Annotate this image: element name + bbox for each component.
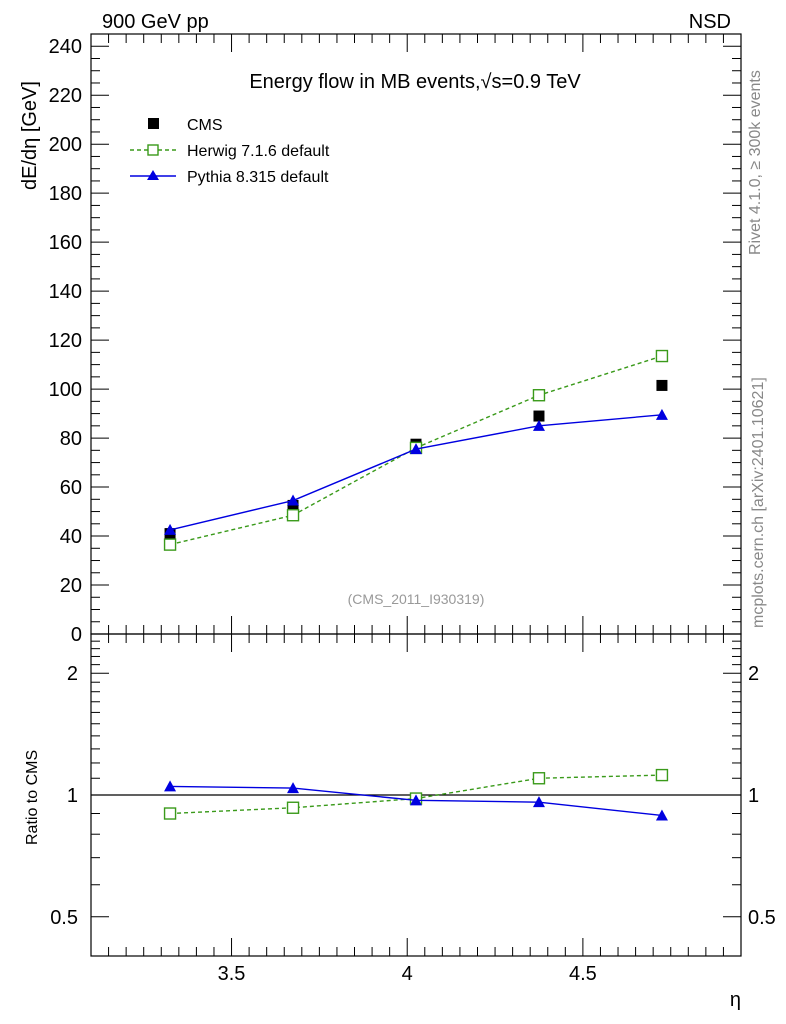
- pythia-ratio-point: [164, 780, 177, 792]
- x-tick-label: 4: [402, 963, 413, 985]
- y-tick-label: 140: [49, 281, 82, 303]
- pythia-point: [532, 419, 545, 431]
- legend-herwig-marker: [147, 144, 159, 156]
- chart-title-rest: s=0.9 TeV: [492, 71, 582, 93]
- y-tick-label: 160: [49, 232, 82, 254]
- chart-title: Energy flow in MB events,√s=0.9 TeV: [249, 71, 581, 93]
- chart-title-main: Energy flow in MB events,: [249, 71, 480, 93]
- y-tick-label: 240: [49, 36, 82, 58]
- ratio-tick-label-right: 0.5: [748, 907, 776, 929]
- rivet-version-text: Rivet 4.1.0, ≥ 300k events: [747, 70, 764, 255]
- ratio-tick-label-left: 2: [67, 663, 78, 685]
- y-tick-label: 180: [49, 183, 82, 205]
- y-tick-label: 220: [49, 85, 82, 107]
- herwig-ratio-point: [286, 801, 300, 814]
- legend: CMS Herwig 7.1.6 default Pythia 8.315 de…: [130, 117, 330, 186]
- x-tick-label: 4.5: [569, 963, 597, 985]
- pythia-line: [169, 414, 663, 531]
- herwig-point: [532, 389, 546, 402]
- pythia-point: [410, 443, 422, 455]
- legend-cms-label: CMS: [187, 117, 223, 134]
- chart-title-sqrt: √: [481, 71, 492, 93]
- y-tick-label: 20: [60, 575, 82, 597]
- y-tick-label: 200: [49, 134, 82, 156]
- y-tick-label: 0: [71, 624, 82, 646]
- y-tick-label: 40: [60, 526, 82, 548]
- ratio-tick-label-right: 1: [748, 785, 759, 807]
- y-tick-label: 120: [49, 330, 82, 352]
- ratio-tick-label-left: 1: [67, 785, 78, 807]
- cms-data-point: [533, 410, 545, 422]
- pythia-point: [287, 494, 300, 506]
- herwig-point: [655, 349, 669, 363]
- pythia-point: [655, 408, 668, 420]
- legend-pythia-label: Pythia 8.315 default: [187, 169, 329, 186]
- analysis-tag: (CMS_2011_I930319): [348, 591, 485, 607]
- y-tick-label: 100: [49, 379, 82, 401]
- axis-tick-labels: 0 20 40 60 80 100 120 140 160 180 200 220 240 0.5 0.5 1…: [49, 36, 776, 985]
- ratio-axis-label: Ratio to CMS: [24, 750, 41, 845]
- ratio-tick-label-right: 2: [748, 663, 759, 685]
- cms-data-point: [656, 379, 668, 391]
- pythia-ratio-point: [287, 782, 300, 794]
- header-right: NSD: [689, 11, 731, 33]
- mcplots-source-text: mcplots.cern.ch [arXiv:2401.10621]: [750, 377, 767, 628]
- legend-pythia-marker: [147, 170, 159, 180]
- axis-ticks: [91, 33, 742, 956]
- x-axis-label: η: [730, 989, 741, 1011]
- herwig-ratio-point: [163, 807, 177, 820]
- data-series: [163, 349, 669, 821]
- herwig-ratio-point: [532, 772, 546, 785]
- pythia-point: [164, 523, 177, 535]
- y-tick-label: 60: [60, 477, 82, 499]
- pythia-ratio-point: [410, 794, 422, 806]
- herwig-point: [286, 509, 300, 522]
- y-axis-label: dE/dη [GeV]: [19, 81, 41, 190]
- header-left: 900 GeV pp: [102, 11, 209, 33]
- pythia-ratio-point: [655, 809, 668, 821]
- herwig-point: [163, 538, 177, 551]
- legend-cms-marker: [148, 118, 159, 129]
- pythia-ratio-point: [532, 796, 545, 808]
- legend-herwig-label: Herwig 7.1.6 default: [187, 143, 330, 160]
- y-tick-label: 80: [60, 428, 82, 450]
- ratio-tick-label-left: 0.5: [50, 907, 78, 929]
- herwig-ratio-point: [655, 768, 669, 782]
- x-tick-label: 3.5: [218, 963, 246, 985]
